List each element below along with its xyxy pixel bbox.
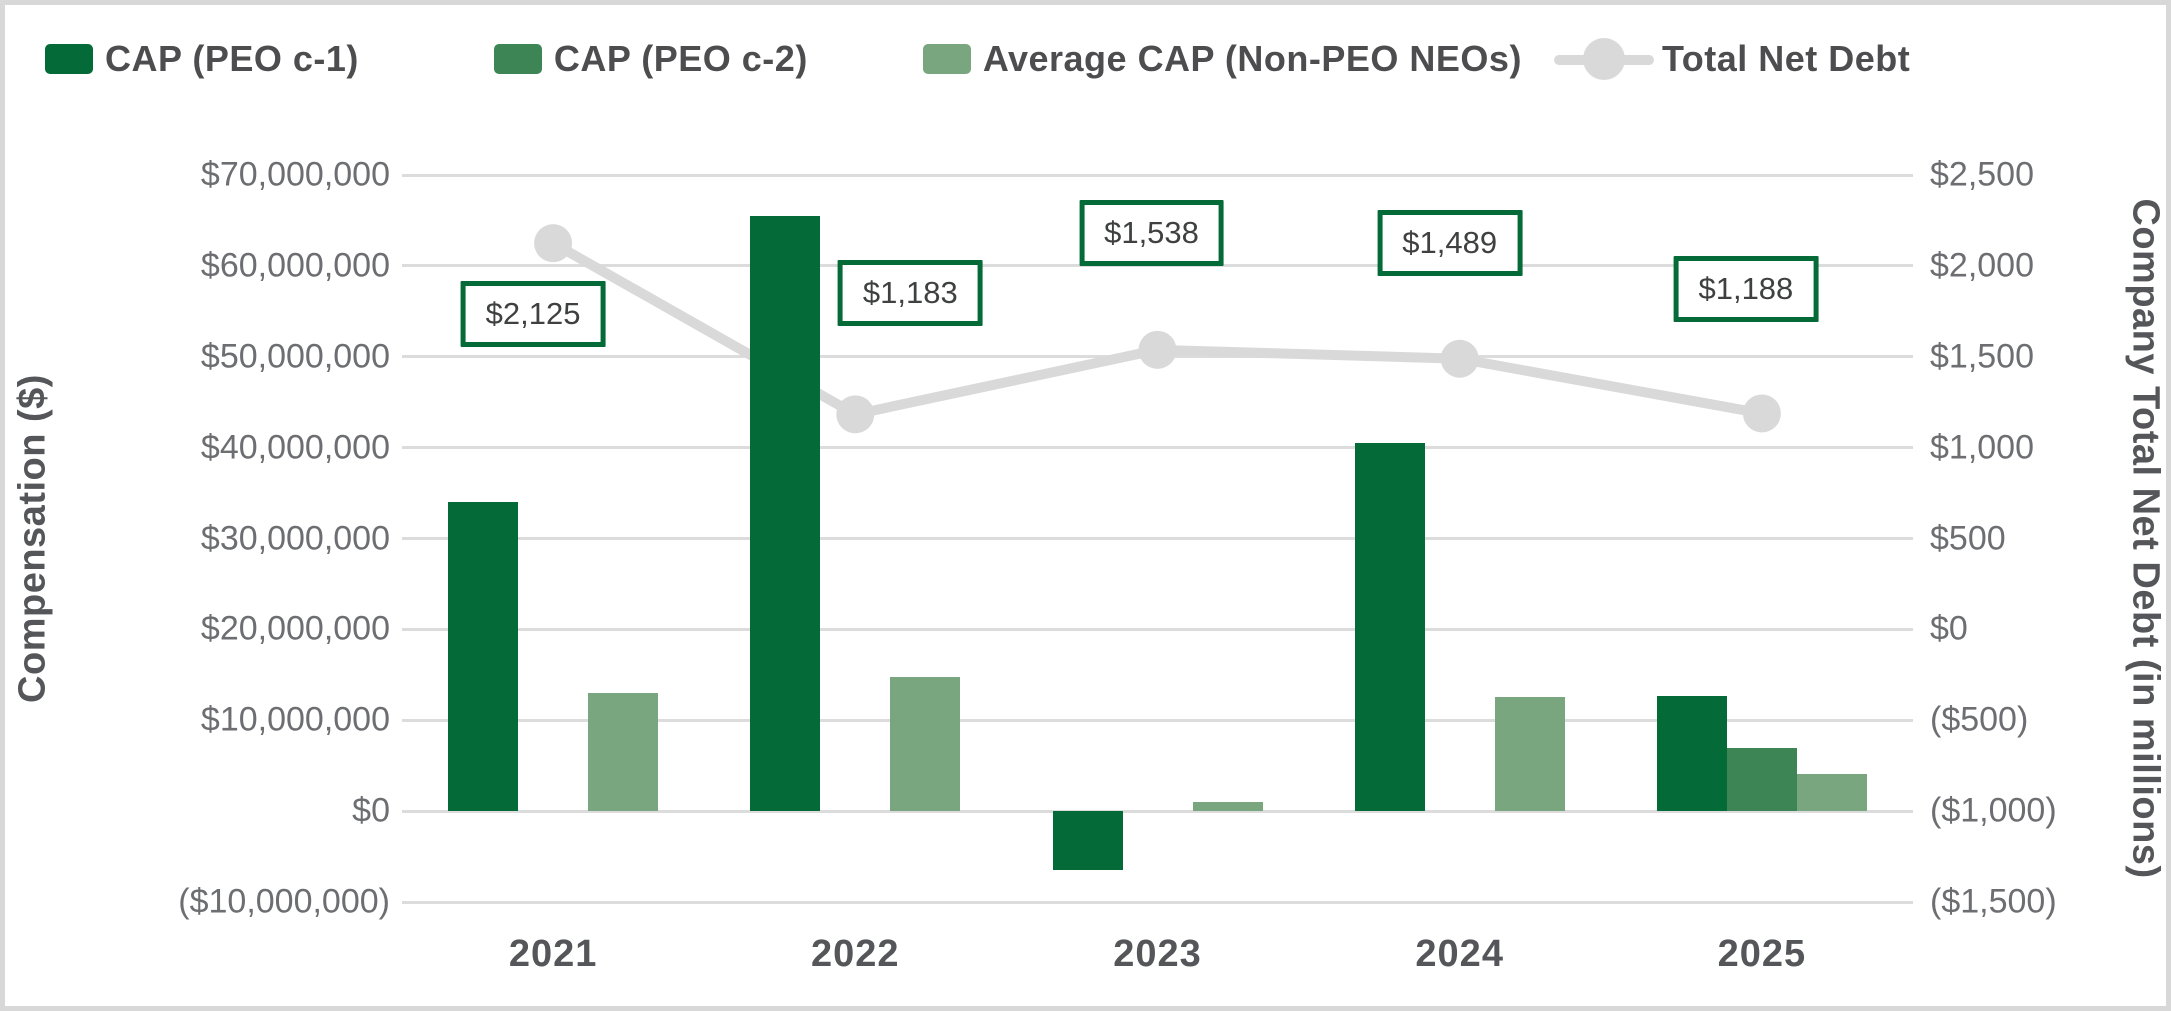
left-axis-title: Compensation ($)	[11, 374, 54, 703]
left-axis-tick: $10,000,000	[200, 700, 390, 739]
right-axis-tick: $500	[1930, 519, 2006, 557]
right-axis-tick: $2,500	[1930, 155, 2034, 194]
gridline	[402, 627, 1913, 631]
legend-label: CAP (PEO c-2)	[553, 38, 808, 79]
gridline	[402, 446, 1913, 450]
net-debt-marker	[534, 224, 573, 263]
x-axis-label-2023: 2023	[1113, 933, 1202, 975]
gridline	[402, 718, 1913, 722]
bar-cap-peo-c-1-2025	[1656, 695, 1727, 812]
bar-average-cap-non-peo-neos-2023	[1192, 802, 1263, 812]
right-axis-tick: ($500)	[1930, 700, 2029, 739]
left-axis-tick: ($10,000,000)	[178, 882, 390, 921]
bar-average-cap-non-peo-neos-2025	[1796, 773, 1867, 812]
bar-cap-peo-c-1-2024	[1354, 443, 1425, 812]
left-axis-tick: $20,000,000	[200, 609, 390, 648]
left-axis-tick: $40,000,000	[200, 428, 390, 467]
left-axis-tick: $70,000,000	[200, 155, 390, 194]
left-axis-tick: $50,000,000	[200, 337, 390, 376]
net-debt-value-label-2021: $2,125	[460, 281, 606, 348]
gridline	[402, 537, 1913, 540]
x-axis-label-2021: 2021	[508, 933, 598, 975]
legend-label: Average CAP (Non-PEO NEOs)	[982, 38, 1522, 79]
legend-item-1: CAP (PEO c-1)	[45, 38, 359, 80]
left-axis-tick: $0	[352, 791, 390, 830]
legend-item-2: CAP (PEO c-2)	[493, 38, 808, 80]
x-axis-label-2025: 2025	[1717, 933, 1807, 975]
right-axis-title: Company Total Net Debt (in millions)	[2124, 198, 2167, 879]
bar-cap-peo-c-1-2023	[1052, 811, 1123, 871]
net-debt-value-label-2023: $1,538	[1079, 199, 1224, 266]
right-axis-tick: $0	[1930, 609, 1968, 648]
legend-swatch-icon	[45, 44, 93, 74]
legend-swatch-icon	[922, 44, 971, 74]
left-axis-tick: $30,000,000	[200, 519, 390, 557]
gridline	[402, 900, 1913, 904]
right-axis-tick: $2,000	[1930, 246, 2034, 285]
chart-legend: CAP (PEO c-1) CAP (PEO c-2) Average CAP (N…	[45, 31, 1910, 87]
x-axis-label-2022: 2022	[811, 933, 900, 975]
gridline	[402, 355, 1913, 359]
net-debt-value-label-2024: $1,489	[1377, 209, 1523, 276]
bar-average-cap-non-peo-neos-2021	[588, 692, 659, 812]
gridline	[402, 809, 1913, 813]
bar-average-cap-non-peo-neos-2022	[890, 676, 961, 812]
bar-cap-peo-c-2-2025	[1726, 748, 1797, 812]
x-axis-label-2024: 2024	[1415, 933, 1504, 975]
net-debt-line	[550, 238, 1763, 420]
gridline	[402, 173, 1913, 177]
right-axis-tick: $1,000	[1930, 428, 2034, 467]
left-axis-tick: $60,000,000	[200, 246, 390, 285]
net-debt-marker	[1138, 330, 1177, 369]
bar-cap-peo-c-1-2021	[448, 502, 519, 812]
bar-average-cap-non-peo-neos-2024	[1494, 696, 1565, 812]
net-debt-value-label-2022: $1,183	[837, 260, 983, 327]
right-axis-tick: ($1,000)	[1930, 791, 2057, 830]
net-debt-marker	[1440, 339, 1479, 378]
legend-swatch-icon	[493, 44, 542, 74]
right-axis-tick: ($1,500)	[1930, 882, 2057, 921]
net-debt-marker	[1742, 394, 1781, 433]
legend-line-marker-icon	[1553, 36, 1654, 82]
bar-cap-peo-c-1-2022	[750, 215, 821, 812]
legend-item-3: Average CAP (Non-PEO NEOs)	[922, 38, 1522, 80]
legend-label: CAP (PEO c-1)	[105, 38, 359, 79]
legend-item-line: Total Net Debt	[1553, 36, 1911, 82]
net-debt-marker	[836, 395, 875, 434]
legend-label: Total Net Debt	[1661, 38, 1911, 79]
net-debt-value-label-2025: $1,188	[1673, 256, 1819, 323]
right-axis-tick: $1,500	[1930, 337, 2034, 376]
